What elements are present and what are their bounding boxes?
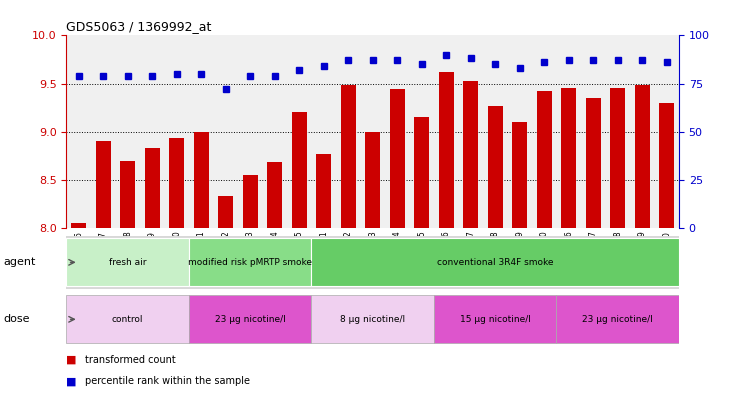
Bar <box>537 91 551 228</box>
Text: modified risk pMRTP smoke: modified risk pMRTP smoke <box>188 258 312 267</box>
Bar <box>120 161 135 228</box>
Bar <box>556 296 679 343</box>
Bar <box>169 138 184 228</box>
Text: fresh air: fresh air <box>109 258 146 267</box>
Bar <box>610 88 625 228</box>
Text: dose: dose <box>4 314 30 324</box>
Bar <box>341 85 356 228</box>
Bar <box>189 239 311 286</box>
Bar <box>66 296 189 343</box>
Bar <box>145 148 159 228</box>
Bar <box>365 132 380 228</box>
Bar <box>243 175 258 228</box>
Bar <box>292 112 306 228</box>
Text: conventional 3R4F smoke: conventional 3R4F smoke <box>437 258 554 267</box>
Bar <box>66 239 189 286</box>
Text: ■: ■ <box>66 354 77 365</box>
Bar <box>414 117 429 228</box>
Bar <box>562 88 576 228</box>
Bar <box>267 162 282 228</box>
Bar <box>72 223 86 228</box>
Bar <box>218 196 233 228</box>
Text: transformed count: transformed count <box>85 354 176 365</box>
Bar <box>463 81 478 228</box>
Text: percentile rank within the sample: percentile rank within the sample <box>85 376 250 386</box>
Text: 23 μg nicotine/l: 23 μg nicotine/l <box>215 315 286 324</box>
Bar <box>586 98 601 228</box>
Text: GDS5063 / 1369992_at: GDS5063 / 1369992_at <box>66 20 212 33</box>
Bar <box>194 132 209 228</box>
Text: agent: agent <box>4 257 36 267</box>
Bar <box>96 141 111 228</box>
Bar <box>317 154 331 228</box>
Bar <box>189 296 311 343</box>
Bar <box>512 122 527 228</box>
Text: control: control <box>112 315 143 324</box>
Bar <box>488 106 503 228</box>
Bar <box>311 239 679 286</box>
Text: ■: ■ <box>66 376 77 386</box>
Bar <box>390 89 404 228</box>
Text: 23 μg nicotine/l: 23 μg nicotine/l <box>582 315 653 324</box>
Text: 8 μg nicotine/l: 8 μg nicotine/l <box>340 315 405 324</box>
Bar <box>439 72 454 228</box>
Bar <box>659 103 674 228</box>
Bar <box>635 85 649 228</box>
Bar <box>434 296 556 343</box>
Text: 15 μg nicotine/l: 15 μg nicotine/l <box>460 315 531 324</box>
Bar <box>311 296 434 343</box>
